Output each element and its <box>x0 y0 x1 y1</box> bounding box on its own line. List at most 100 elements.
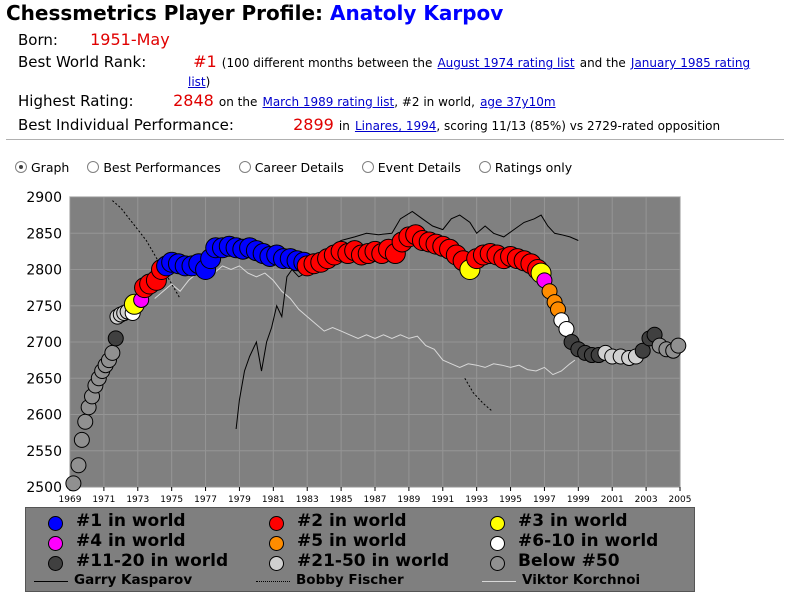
korchnoi-line <box>154 265 576 376</box>
radio-selected-icon[interactable] <box>15 161 27 173</box>
chart-legend: #1 in world #2 in world #3 in world #4 in w… <box>25 507 695 592</box>
radio-icon[interactable] <box>478 161 491 173</box>
karpov-rating-point <box>670 337 687 354</box>
linares-1994-link[interactable]: Linares, 1994 <box>354 119 437 133</box>
legend-marker-icon <box>48 556 63 571</box>
tab-event-details[interactable]: Event Details <box>361 160 461 175</box>
legend-marker-icon <box>269 516 284 531</box>
view-tabs: Graph Best Performances Career Details E… <box>15 160 586 175</box>
legend-marker-icon <box>48 516 63 531</box>
x-tick-label: 1973 <box>126 495 149 505</box>
player-name: Anatoly Karpov <box>330 1 504 25</box>
born-value: 1951-May <box>90 30 170 49</box>
august-1974-link[interactable]: August 1974 rating list <box>437 56 575 70</box>
y-tick-label: 2550 <box>26 444 62 460</box>
y-tick-label: 2500 <box>26 480 62 496</box>
y-tick-label: 2650 <box>26 371 62 387</box>
legend-marker-icon <box>490 536 505 551</box>
x-tick-label: 1987 <box>364 495 387 505</box>
x-tick-label: 1983 <box>296 495 319 505</box>
x-tick-label: 1971 <box>92 495 115 505</box>
legend-line-swatch <box>482 581 516 582</box>
y-tick-label: 2600 <box>26 408 62 424</box>
best-rank-row: Best World Rank: #1 (100 different month… <box>18 54 750 71</box>
y-tick-label: 2850 <box>26 226 62 242</box>
tab-graph[interactable]: Graph <box>15 160 69 175</box>
karpov-rating-point <box>65 475 82 492</box>
highest-rating-text2: , #2 in world, <box>394 95 475 109</box>
fischer-line <box>464 378 493 412</box>
page-title: Chessmetrics Player Profile: Anatoly Kar… <box>6 1 503 25</box>
born-row: Born: 1951-May <box>18 30 170 49</box>
january-1985-link[interactable]: January 1985 rating <box>630 56 751 70</box>
legend-marker-icon <box>490 556 505 571</box>
legend-marker-icon <box>269 556 284 571</box>
legend-label: #6-10 in world <box>518 531 659 551</box>
x-tick-label: 1975 <box>160 495 183 505</box>
x-tick-label: 1969 <box>59 495 82 505</box>
legend-label: #3 in world <box>518 511 628 531</box>
march-1989-link[interactable]: March 1989 rating list <box>262 95 395 109</box>
tab-event-details-label: Event Details <box>377 160 461 175</box>
legend-marker-icon <box>48 536 63 551</box>
x-tick-label: 1985 <box>330 495 353 505</box>
karpov-rating-point <box>73 431 90 448</box>
karpov-rating-point <box>77 413 94 430</box>
best-rank-row-cont: list) <box>188 71 210 90</box>
best-rank-text3: ) <box>205 75 211 89</box>
karpov-rating-point <box>70 457 87 474</box>
best-performance-text2: , scoring 11/13 (85%) vs 2729-rated oppo… <box>436 119 721 133</box>
best-performance-label: Best Individual Performance: <box>18 116 234 134</box>
karpov-rating-point <box>104 344 121 361</box>
x-tick-label: 1989 <box>397 495 420 505</box>
highest-rating-label: Highest Rating: <box>18 92 134 110</box>
best-rank-text1: (100 different months between the <box>221 56 433 70</box>
kasparov-line <box>235 210 579 430</box>
tab-ratings-only[interactable]: Ratings only <box>478 160 572 175</box>
tab-best-performances-label: Best Performances <box>103 160 221 175</box>
legend-label: #1 in world <box>76 511 186 531</box>
x-tick-label: 1999 <box>567 495 590 505</box>
best-rank-text2: and the <box>579 56 626 70</box>
legend-label: Below #50 <box>518 551 620 571</box>
legend-label: #11-20 in world <box>76 551 229 571</box>
radio-icon[interactable] <box>361 161 374 173</box>
x-tick-label: 1991 <box>431 495 454 505</box>
tab-graph-label: Graph <box>31 160 70 175</box>
best-performance-value: 2899 <box>293 115 334 134</box>
x-tick-label: 1979 <box>228 495 251 505</box>
title-prefix: Chessmetrics Player Profile: <box>6 1 324 25</box>
radio-icon[interactable] <box>238 161 251 173</box>
born-label: Born: <box>18 31 58 49</box>
age-link[interactable]: age 37y10m <box>480 95 556 109</box>
y-tick-label: 2900 <box>26 190 62 206</box>
highest-rating-value: 2848 <box>173 91 214 110</box>
legend-player-label: Bobby Fischer <box>296 572 404 588</box>
radio-icon[interactable] <box>87 161 100 173</box>
y-tick-label: 2700 <box>26 335 62 351</box>
tab-best-performances[interactable]: Best Performances <box>87 160 221 175</box>
fischer-line <box>112 200 181 299</box>
x-tick-label: 2005 <box>669 495 692 505</box>
x-tick-label: 2001 <box>601 495 624 505</box>
best-rank-label: Best World Rank: <box>18 53 147 71</box>
legend-player-label: Garry Kasparov <box>74 572 193 588</box>
x-tick-label: 2003 <box>635 495 658 505</box>
highest-rating-row: Highest Rating: 2848 on the March 1989 r… <box>18 91 556 110</box>
legend-label: #2 in world <box>297 511 407 531</box>
tab-career-details-label: Career Details <box>254 160 344 175</box>
highest-rating-text1: on the <box>218 95 258 109</box>
x-tick-label: 1995 <box>499 495 522 505</box>
best-performance-text1: in <box>338 119 350 133</box>
karpov-rating-point <box>634 342 651 359</box>
legend-label: #21-50 in world <box>297 551 450 571</box>
legend-player-label: Viktor Korchnoi <box>522 572 641 588</box>
legend-marker-icon <box>490 516 505 531</box>
legend-marker-icon <box>269 536 284 551</box>
tab-career-details[interactable]: Career Details <box>238 160 344 175</box>
best-rank-value: #1 <box>193 52 217 71</box>
best-performance-row: Best Individual Performance: 2899 in Lin… <box>18 115 720 134</box>
january-1985-link-cont[interactable]: list <box>188 75 206 89</box>
x-tick-label: 1997 <box>533 495 556 505</box>
x-tick-label: 1981 <box>262 495 285 505</box>
